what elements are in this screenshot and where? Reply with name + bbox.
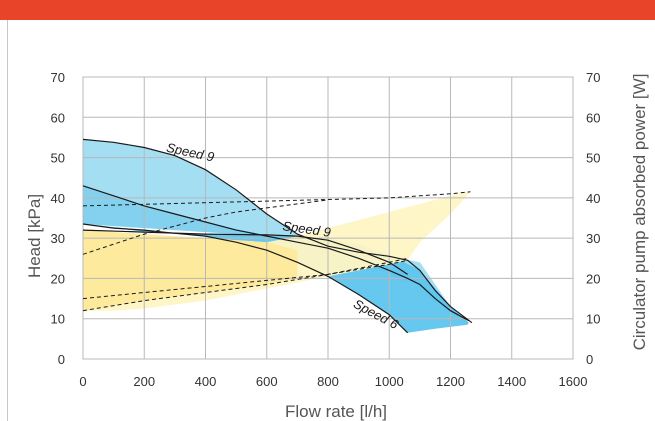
x-tick-label: 1000 [375,374,404,389]
x-tick-label: 0 [79,374,86,389]
x-tick-label: 400 [195,374,217,389]
y2-tick-label: 10 [586,312,600,327]
y2-tick-label: 40 [586,191,600,206]
y-tick-label: 0 [58,352,65,367]
y2-tick-label: 20 [586,271,600,286]
y2-tick-label: 60 [586,110,600,125]
band-power-band-low [83,230,298,311]
x-tick-label: 600 [256,374,278,389]
series-line-0 [82,138,473,324]
band-head-band-speed9-max [83,139,469,325]
y-tick-label: 50 [51,151,65,166]
series-line-4 [82,191,471,207]
curve-label: Speed 9 [282,218,332,240]
y-tick-label: 40 [51,191,65,206]
x-tick-label: 800 [317,374,339,389]
chart-series [82,138,473,334]
y2-tick-label: 0 [586,352,593,367]
x-tick-label: 1400 [497,374,526,389]
chart-grid [82,76,574,360]
y-tick-label: 30 [51,231,65,246]
series-line-1 [82,185,470,322]
y2-tick-label: 30 [586,231,600,246]
y-tick-label: 60 [51,110,65,125]
left-border-line [7,20,8,421]
y-axis-title: Head [kPa] [25,194,44,278]
y2-axis-title: Circulator pump absorbed power [W] [630,74,649,351]
series-line-7 [82,259,408,312]
series-line-2 [82,223,409,334]
x-tick-label: 200 [133,374,155,389]
header-bar [0,0,655,20]
chart-ticks: 0 200 400 600 800 1000 1200 1400 160001020304050… [51,70,601,389]
y-tick-label: 10 [51,312,65,327]
y2-tick-label: 50 [586,151,600,166]
y-tick-label: 20 [51,271,65,286]
series-line-3 [82,229,408,275]
x-axis-title: Flow rate [l/h] [285,402,387,421]
y-tick-label: 70 [51,70,65,85]
chart-bands [83,139,471,333]
series-line-5 [82,199,329,255]
x-tick-label: 1600 [559,374,588,389]
series-line-6 [82,257,408,300]
x-tick-label: 1200 [436,374,465,389]
y2-tick-label: 70 [586,70,600,85]
